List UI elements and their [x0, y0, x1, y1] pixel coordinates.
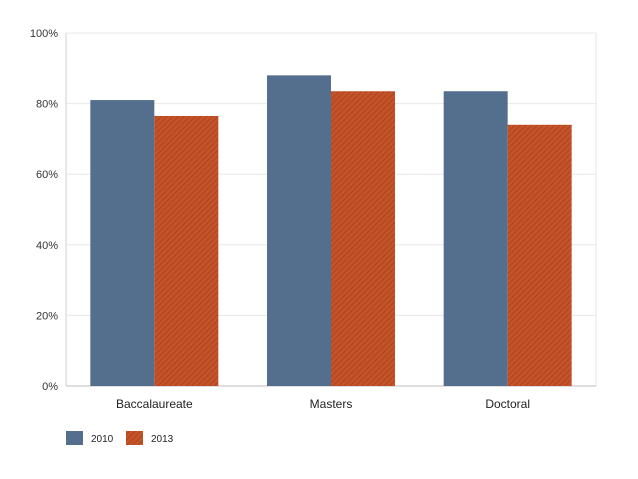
bar-2013-doctoral — [507, 124, 572, 386]
y-tick-label: 40% — [36, 240, 58, 252]
legend-label: 2010 — [91, 434, 114, 445]
legend-swatch-2013 — [126, 431, 143, 445]
bar-2010-doctoral — [443, 91, 508, 387]
bar-2013-baccalaureate — [154, 115, 219, 386]
legend-swatch-2010 — [66, 431, 83, 445]
x-tick-label: Masters — [310, 397, 353, 411]
y-tick-label: 80% — [36, 99, 58, 111]
y-axis: 0% 20% 40% 60% 80% 100% — [30, 28, 58, 393]
bar-2010-masters — [267, 75, 331, 387]
y-tick-label: 60% — [36, 169, 58, 181]
legend: 2010 2013 — [66, 431, 174, 445]
y-tick-label: 0% — [42, 381, 58, 393]
y-tick-label: 100% — [30, 28, 58, 40]
bars-group — [90, 75, 572, 387]
x-axis: Baccalaureate Masters Doctoral — [116, 397, 530, 411]
legend-label: 2013 — [151, 434, 174, 445]
y-tick-label: 20% — [36, 310, 58, 322]
x-tick-label: Baccalaureate — [116, 397, 193, 411]
bar-2010-baccalaureate — [90, 100, 155, 386]
x-tick-label: Doctoral — [485, 397, 530, 411]
bar-2013-masters — [331, 91, 395, 387]
